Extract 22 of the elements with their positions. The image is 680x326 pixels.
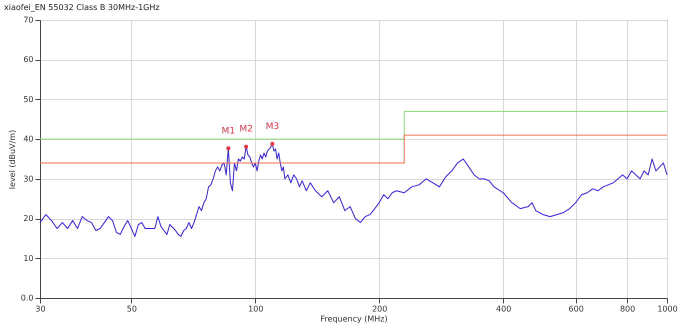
x-tick-label: 30	[35, 304, 46, 314]
x-tick-label: 800	[620, 304, 636, 314]
annotation: M1	[222, 126, 236, 136]
y-tick-label: 60	[23, 55, 34, 64]
y-axis-title: level (dBuV/m)	[8, 130, 17, 190]
x-tick-label: 1000	[657, 304, 678, 314]
x-tick-label: 100	[248, 304, 264, 314]
y-tick-label: 30	[23, 174, 34, 184]
x-axis-title: Frequency (MHz)	[320, 314, 388, 324]
x-tick-label: 200	[372, 304, 388, 314]
x-tick-label: 50	[126, 304, 137, 314]
annotation: M2	[239, 124, 253, 135]
chart-title: xiaofei_EN 55032 Class B 30MHz-1GHz	[4, 3, 160, 12]
y-tick-label: 50	[23, 94, 34, 104]
x-tick-label: 600	[568, 304, 584, 314]
annotation: M3	[266, 122, 280, 132]
y-tick-label: 70	[23, 16, 34, 24]
y-tick-label: 10	[23, 254, 34, 263]
y-tick-label: 40	[23, 134, 34, 144]
x-tick-label: 400	[496, 304, 512, 314]
y-tick-label: 0.0	[20, 294, 34, 302]
y-tick-label: 20	[23, 214, 34, 224]
